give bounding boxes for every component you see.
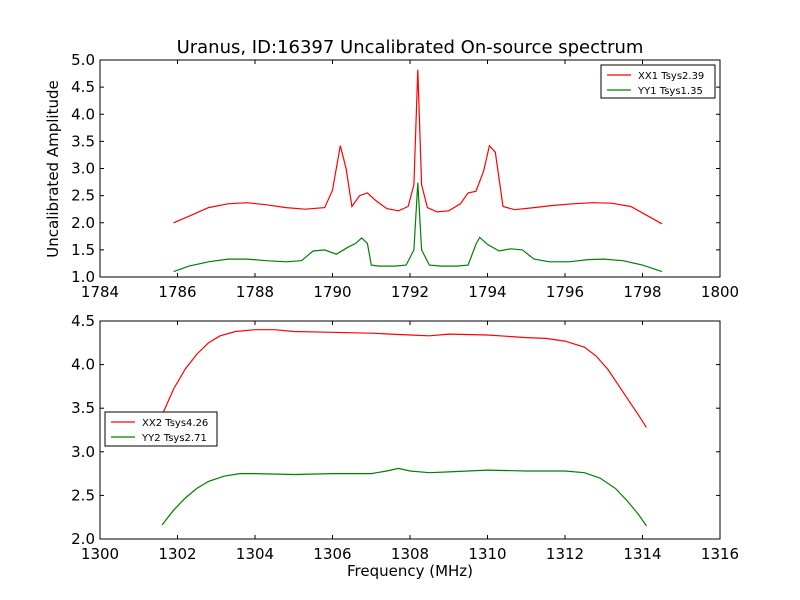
y-tick-label: 4.0 xyxy=(71,356,95,374)
legend-label: XX2 Tsys4.26 xyxy=(142,418,208,429)
x-tick-label: 1316 xyxy=(701,545,739,563)
x-tick-label: 1300 xyxy=(81,545,119,563)
y-tick-label: 3.5 xyxy=(71,132,95,150)
x-tick-label: 1784 xyxy=(81,283,119,301)
legend: XX2 Tsys4.26 YY2 Tsys2.71 xyxy=(104,411,218,447)
y-tick-label: 2.0 xyxy=(71,214,95,232)
y-tick-label: 3.5 xyxy=(71,399,95,417)
x-tick-label: 1308 xyxy=(391,545,429,563)
y-tick-label: 4.5 xyxy=(71,312,95,330)
series-line-xx2-tsys4-26 xyxy=(161,329,647,428)
legend-box xyxy=(104,411,218,447)
figure-title: Uranus, ID:16397 Uncalibrated On-source … xyxy=(177,37,644,58)
legend: XX1 Tsys2.39 YY1 Tsys1.35 xyxy=(600,64,716,99)
x-tick-label: 1788 xyxy=(236,283,274,301)
x-tick-label: 1304 xyxy=(236,545,274,563)
x-tick-label: 1302 xyxy=(158,545,196,563)
y-tick-label: 2.0 xyxy=(71,530,95,548)
legend-box xyxy=(600,64,716,99)
series-line-yy2-tsys2-71 xyxy=(161,467,647,527)
legend-label: YY1 Tsys1.35 xyxy=(637,86,703,97)
y-tick-label: 4.0 xyxy=(71,105,95,123)
x-tick-label: 1792 xyxy=(391,283,429,301)
x-tick-label: 1312 xyxy=(546,545,584,563)
legend-label: XX1 Tsys2.39 xyxy=(638,71,704,82)
y-tick-label: 3.0 xyxy=(71,443,95,461)
x-axis-label: Frequency (MHz) xyxy=(347,562,473,580)
series-line-xx1-tsys2-39 xyxy=(173,69,663,225)
y-tick-label: 5.0 xyxy=(71,51,95,69)
series-line-yy1-tsys1-35 xyxy=(173,182,663,273)
x-tick-label: 1310 xyxy=(468,545,506,563)
y-tick-label: 3.0 xyxy=(71,160,95,178)
y-tick-label: 2.5 xyxy=(71,187,95,205)
y-tick-label: 4.5 xyxy=(71,78,95,96)
x-tick-label: 1786 xyxy=(158,283,196,301)
bottom-panel: 1300 1302 1304 1306 1308 1310 1312 1314 1316 2.0 2… xyxy=(71,312,739,563)
x-tick-label: 1798 xyxy=(623,283,661,301)
y-tick-label: 2.5 xyxy=(71,486,95,504)
y-axis-label: Uncalibrated Amplitude xyxy=(44,80,62,257)
x-tick-label: 1800 xyxy=(701,283,739,301)
top-panel: 1784 1786 1788 1790 1792 1794 1796 1798 1800 1.0 1… xyxy=(71,51,739,301)
x-tick-label: 1794 xyxy=(468,283,506,301)
x-tick-label: 1314 xyxy=(623,545,661,563)
x-tick-label: 1790 xyxy=(313,283,351,301)
legend-label: YY2 Tsys2.71 xyxy=(141,433,207,444)
x-tick-label: 1796 xyxy=(546,283,584,301)
y-tick-label: 1.0 xyxy=(71,268,95,286)
x-tick-label: 1306 xyxy=(313,545,351,563)
y-tick-label: 1.5 xyxy=(71,241,95,259)
